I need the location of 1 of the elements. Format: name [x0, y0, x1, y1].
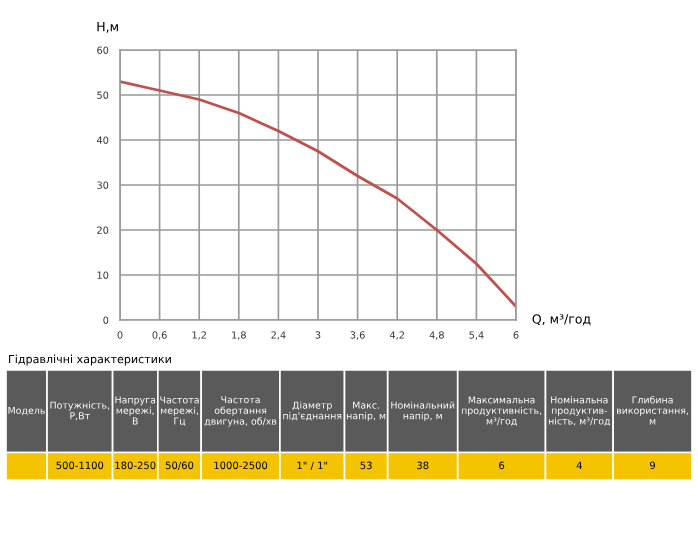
line-series	[120, 80, 516, 308]
